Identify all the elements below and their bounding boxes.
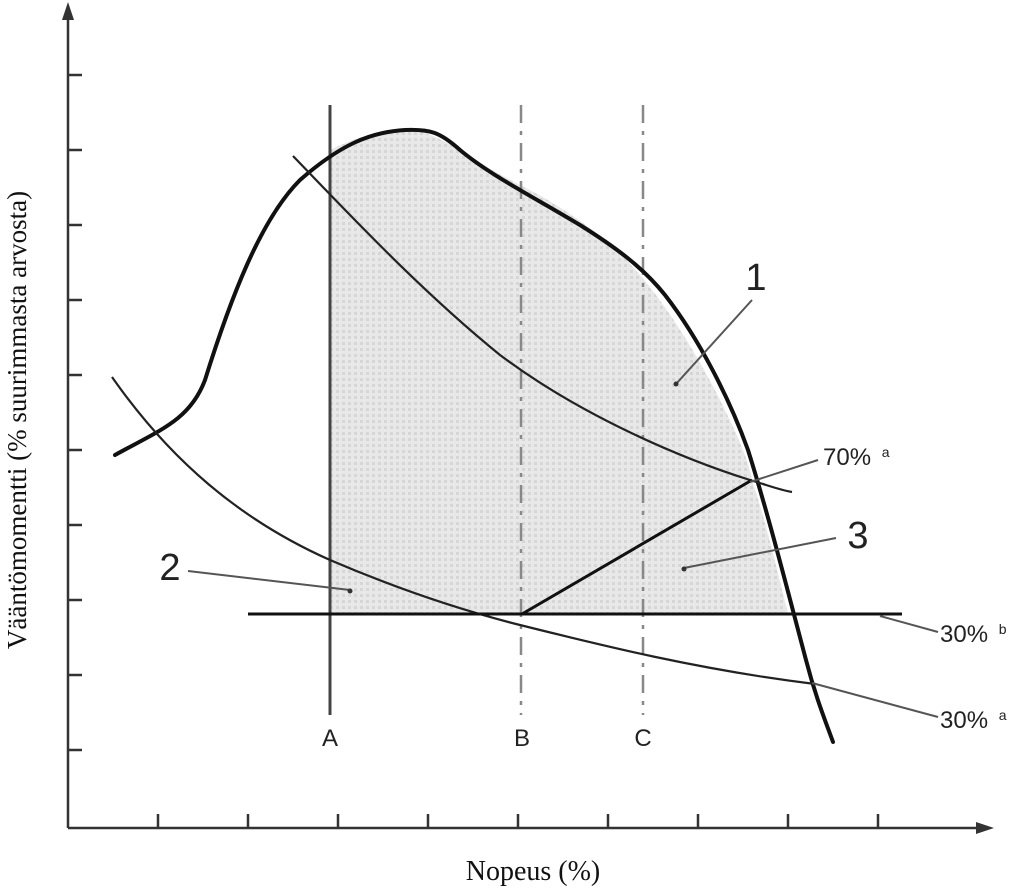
y-axis-arrow-icon (62, 2, 74, 20)
y-axis (62, 2, 82, 828)
label-70a-sup: a (882, 444, 890, 460)
x-axis (68, 814, 994, 834)
power-curve-30 (111, 376, 816, 686)
region-1-dot (673, 381, 679, 387)
region-label-2: 2 (159, 547, 180, 589)
shaded-operating-region (330, 129, 788, 614)
label-70a-main: 70% (823, 444, 871, 471)
speed-marker-a: A (322, 725, 338, 752)
region-label-3: 3 (847, 515, 868, 557)
leader-line-70a (749, 459, 819, 483)
leader-line-30a (811, 682, 939, 718)
leader-line-2 (187, 570, 351, 591)
x-axis-arrow-icon (976, 822, 994, 834)
label-30b-sup: b (999, 621, 1007, 637)
leader-line-3 (683, 537, 837, 569)
leader-line-1 (675, 299, 753, 385)
label-30a-main: 30% (940, 707, 988, 734)
label-30b-main: 30% (940, 621, 988, 648)
x-axis-ticks (156, 814, 880, 828)
power-curve-70 (292, 155, 793, 494)
label-30b: 30% b (940, 621, 1007, 648)
label-30a-sup: a (999, 707, 1007, 723)
speed-marker-b: B (514, 725, 530, 752)
speed-marker-c: C (634, 725, 651, 752)
region-3-dot (681, 566, 687, 572)
y-axis-ticks (68, 73, 82, 752)
region-label-1: 1 (745, 257, 766, 299)
label-30a: 30% a (940, 707, 1007, 734)
label-70a: 70% a (823, 444, 890, 471)
region-2-dot (347, 588, 353, 594)
y-axis-title: Vääntömomentti (% suurimmasta arvosta) (2, 191, 32, 649)
leader-line-30b (879, 615, 939, 633)
zone3-boundary-line (521, 478, 753, 616)
x-axis-title: Nopeus (%) (466, 856, 601, 887)
